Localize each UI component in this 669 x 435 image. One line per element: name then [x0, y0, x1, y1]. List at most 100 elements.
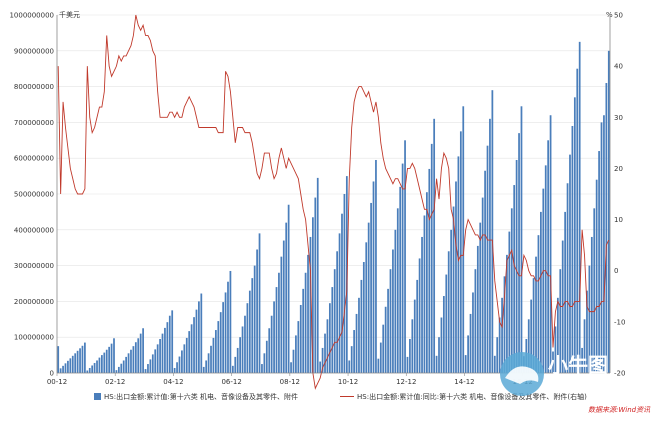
bar [62, 365, 64, 373]
bar [91, 365, 94, 373]
bar [518, 133, 520, 373]
bar [467, 335, 469, 373]
bar [486, 145, 489, 373]
bar [81, 345, 84, 373]
bar [64, 363, 67, 373]
bar [147, 364, 149, 373]
left-tick-label: 200000000 [14, 298, 54, 306]
bar [122, 360, 125, 373]
right-tick-label: 0 [614, 267, 618, 275]
bar [559, 269, 562, 373]
bar [552, 351, 554, 373]
right-tick-label: -20 [614, 370, 625, 378]
bar [185, 337, 188, 373]
bar [98, 357, 101, 373]
bar [96, 360, 98, 373]
x-tick-label: 06-12 [221, 378, 241, 386]
bar [166, 322, 169, 373]
bar [205, 360, 208, 373]
bar [433, 118, 436, 373]
bar [578, 41, 581, 373]
bar [248, 290, 251, 373]
bar [370, 202, 372, 373]
bar [450, 229, 453, 373]
bar [193, 317, 195, 373]
bar [513, 185, 516, 373]
bar [227, 281, 229, 373]
right-tick-label: -10 [614, 318, 625, 326]
bar [319, 361, 322, 373]
right-tick-label: 10 [614, 216, 623, 224]
bar [253, 265, 256, 373]
bar [324, 333, 326, 373]
bar [67, 360, 69, 373]
bar [71, 355, 74, 373]
bar [222, 302, 225, 373]
bar [149, 359, 152, 373]
bar [348, 360, 351, 373]
watermark-title: 小牛图 [548, 353, 608, 377]
bar [537, 235, 540, 373]
bar [314, 197, 317, 373]
bar [515, 159, 518, 373]
bar [239, 337, 241, 373]
bar [353, 330, 355, 373]
bar [498, 317, 501, 373]
bar [316, 177, 319, 373]
left-tick-label: 600000000 [14, 155, 54, 163]
bar [74, 353, 77, 373]
bar [474, 269, 477, 373]
bar [287, 204, 290, 373]
bar [164, 327, 166, 373]
x-tick-label: 08-12 [280, 378, 300, 386]
watermark-url: xiaohatu.com [550, 378, 618, 389]
bar [261, 364, 263, 373]
bar [442, 296, 445, 373]
line-series [57, 14, 610, 390]
left-tick-label: 100000000 [14, 334, 54, 342]
bar [367, 222, 370, 373]
bar [452, 206, 455, 373]
bar [224, 292, 227, 373]
bar [510, 208, 513, 373]
bar [375, 159, 377, 373]
bar [100, 355, 103, 373]
bar [256, 249, 258, 373]
bar [200, 293, 203, 373]
bar [355, 313, 358, 373]
bar [401, 163, 404, 373]
bar [127, 353, 130, 373]
bar [472, 292, 474, 373]
bar [312, 217, 314, 373]
bar [59, 368, 62, 373]
bar [302, 288, 305, 373]
bar [120, 363, 123, 373]
bar [331, 287, 334, 373]
legend-bar-swatch [94, 393, 101, 400]
bar [404, 140, 406, 373]
bar [605, 83, 608, 374]
bar [190, 324, 193, 373]
bar [447, 251, 450, 373]
right-tick-label: 30 [614, 114, 623, 122]
bar [586, 290, 588, 373]
bar [103, 352, 106, 373]
bar [593, 208, 596, 373]
bar [396, 208, 399, 373]
left-tick-label: 0 [50, 370, 54, 378]
bar [462, 106, 465, 373]
bar [265, 340, 268, 373]
watermark-bull-icon [505, 366, 539, 384]
bar [181, 350, 183, 373]
bar [217, 321, 220, 373]
bar [547, 140, 550, 373]
right-tick-label: 20 [614, 165, 623, 173]
right-tick-label: 50 [614, 12, 623, 20]
bar [479, 222, 482, 373]
bar [139, 333, 142, 373]
bar [234, 356, 237, 373]
yoy-line [57, 14, 610, 390]
x-tick-label: 00-12 [47, 378, 67, 386]
bar [231, 365, 234, 373]
bar [219, 312, 222, 373]
